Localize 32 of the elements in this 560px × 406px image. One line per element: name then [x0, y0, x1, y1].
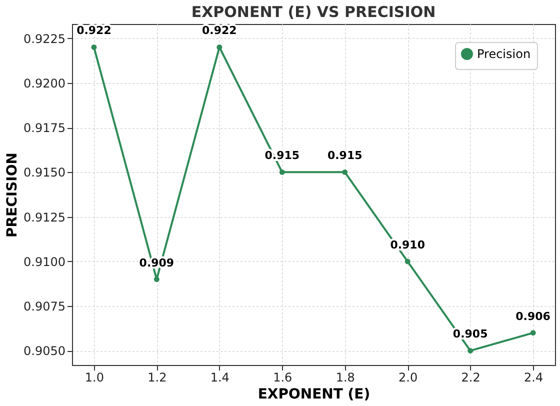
- x-tick-label: 1.6: [273, 370, 292, 384]
- data-label: 0.915: [327, 149, 362, 162]
- y-tick-label: 0.9125: [24, 210, 66, 224]
- x-tick-label: 1.0: [84, 370, 104, 384]
- x-axis-title: EXPONENT (E): [258, 386, 370, 402]
- chart-title: EXPONENT (E) VS PRECISION: [191, 3, 436, 21]
- point: [154, 276, 160, 282]
- y-tick-label: 0.9150: [24, 166, 66, 180]
- point: [342, 169, 348, 175]
- point: [404, 258, 410, 264]
- x-tick-label: 2.2: [461, 370, 480, 384]
- y-tick-label: 0.9225: [24, 32, 66, 46]
- y-axis-title: PRECISION: [4, 152, 21, 238]
- data-label: 0.922: [202, 24, 237, 38]
- point: [91, 44, 97, 50]
- y-tick-label: 0.9100: [24, 254, 66, 269]
- legend-label: Precision: [477, 47, 531, 61]
- y-tick-label: 0.9175: [24, 121, 66, 136]
- data-label: 0.906: [516, 310, 551, 323]
- x-tick-label: 2.4: [524, 370, 544, 384]
- x-tick-label: 1.2: [148, 370, 167, 384]
- point: [468, 348, 474, 354]
- y-tick-label: 0.9050: [24, 344, 66, 358]
- point: [216, 44, 222, 50]
- x-tick-label: 2.0: [398, 370, 418, 384]
- y-tick-label: 0.9200: [24, 76, 66, 90]
- x-tick-label: 1.8: [336, 370, 355, 384]
- point: [279, 169, 285, 175]
- y-tick-label: 0.9075: [24, 300, 66, 314]
- x-tick-label: 1.4: [210, 370, 230, 384]
- data-label: 0.922: [76, 24, 112, 38]
- point: [530, 330, 536, 336]
